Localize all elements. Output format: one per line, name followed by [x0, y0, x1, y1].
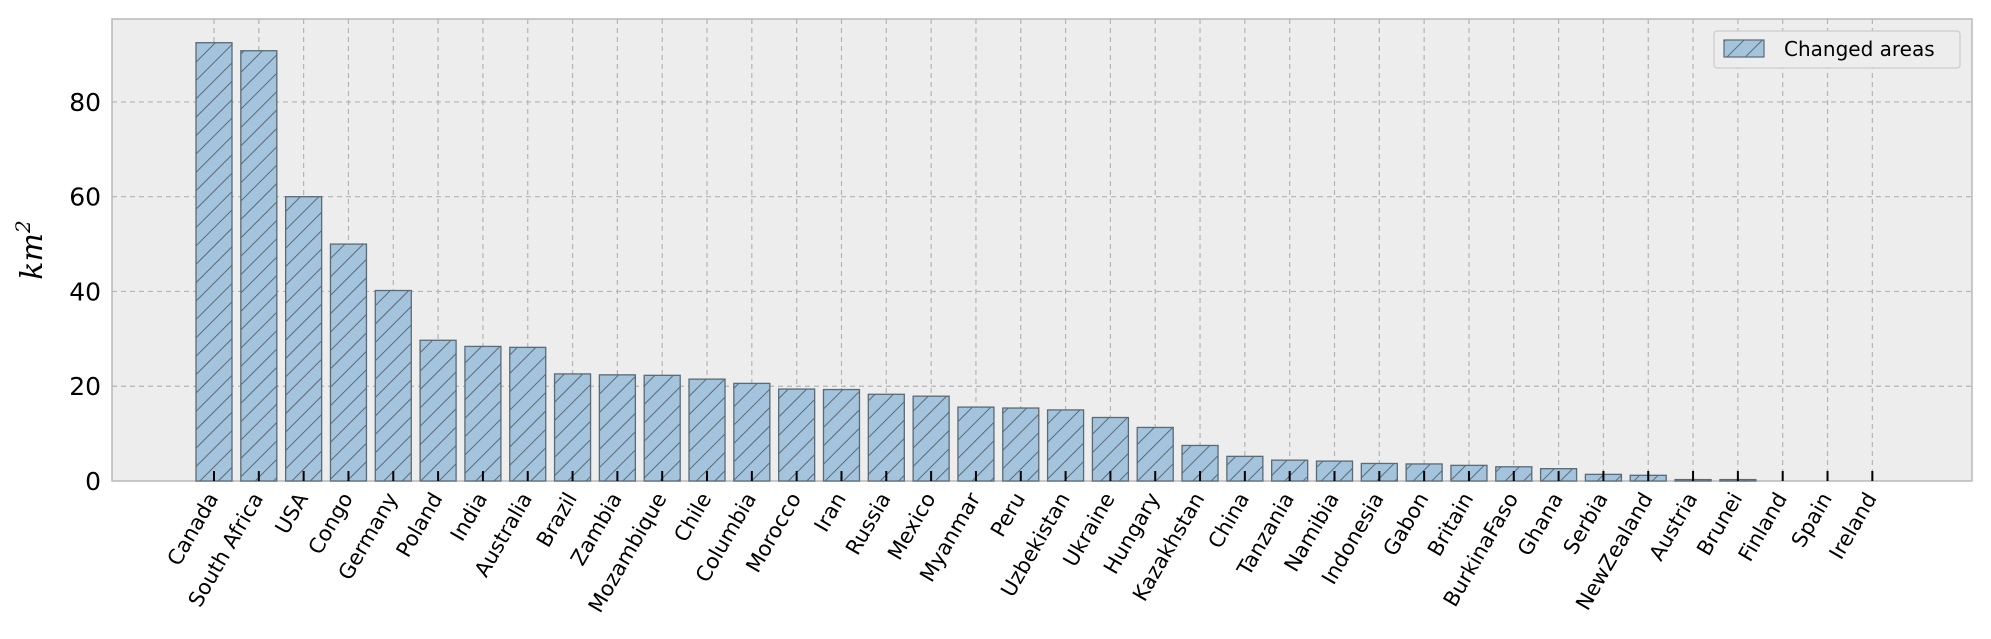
legend-swatch [1723, 39, 1765, 58]
y-tick-label: 20 [69, 372, 101, 401]
x-tick-label: India [446, 489, 493, 546]
bar-south-africa [240, 50, 278, 482]
bar-russia [867, 393, 905, 482]
bar-peru [1002, 407, 1040, 482]
bar-columbia [733, 382, 771, 482]
bar-uzbekistan [1046, 409, 1085, 482]
bar-poland [419, 339, 457, 482]
bar-mozambique [643, 374, 681, 482]
bar-australia [509, 346, 547, 482]
bar-congo [329, 243, 368, 482]
bar-india [464, 345, 502, 482]
bar-brazil [553, 373, 592, 482]
legend-label: Changed areas [1784, 37, 1935, 61]
x-tick-label: Ghana [1513, 489, 1568, 560]
bar-chile [688, 378, 726, 482]
x-tick-marks [213, 471, 1874, 481]
y-tick-label: 60 [69, 183, 101, 212]
x-tick-label: Chile [669, 489, 716, 547]
y-tick-label: 40 [69, 277, 101, 306]
y-tick-labels: 0 20 40 60 80 [69, 88, 101, 496]
bar-canada [195, 42, 233, 482]
legend-box [1713, 30, 1961, 69]
x-tick-label: Iran [810, 489, 851, 537]
y-tick-label: 80 [69, 88, 101, 117]
bar-myanmar [957, 406, 995, 482]
bar-usa [284, 196, 323, 482]
x-tick-label: Peru [986, 489, 1030, 542]
bar-iran [822, 388, 861, 482]
y-axis-label: km2 [11, 220, 50, 279]
x-tick-label: USA [270, 488, 313, 538]
y-tick-label: 0 [85, 467, 101, 496]
bar-mexico [912, 395, 950, 482]
bar-germany [374, 289, 412, 482]
bar-zambia [598, 374, 637, 482]
bar-morocco [778, 388, 816, 482]
legend: Changed areas [1713, 30, 1961, 69]
bars-group [195, 42, 1757, 482]
y-axis-label-superscript: 2 [11, 220, 35, 234]
